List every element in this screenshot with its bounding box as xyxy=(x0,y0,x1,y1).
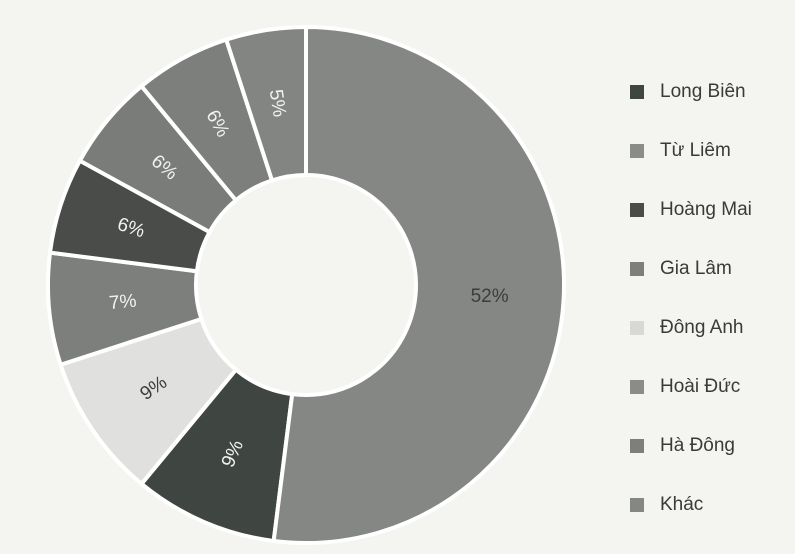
data-label-6: 5% xyxy=(265,88,290,119)
legend-label: Từ Liêm xyxy=(660,139,731,161)
legend-item: Hoàng Mai xyxy=(630,180,790,239)
legend-swatch xyxy=(630,438,644,453)
legend-swatch xyxy=(630,202,644,217)
slice-7 xyxy=(271,24,566,545)
legend-swatch xyxy=(630,143,644,158)
legend-item: Long Biên xyxy=(630,62,790,121)
legend-swatch xyxy=(630,379,644,394)
legend-item: Từ Liêm xyxy=(630,121,790,180)
legend-item: Khác xyxy=(630,475,790,534)
legend-swatch xyxy=(630,320,644,335)
legend-item: Hà Đông xyxy=(630,416,790,475)
donut-chart: 9%9%7%6%6%6%5%52% xyxy=(46,24,566,545)
legend-label: Hoài Đức xyxy=(660,375,741,397)
legend-swatch xyxy=(630,84,644,99)
legend-label: Đông Anh xyxy=(660,316,744,338)
legend-item: Gia Lâm xyxy=(630,239,790,298)
legend-label: Khác xyxy=(660,493,704,515)
legend-label: Hà Đông xyxy=(660,434,735,456)
legend-swatch xyxy=(630,261,644,276)
legend-label: Hoàng Mai xyxy=(660,198,752,220)
legend-label: Gia Lâm xyxy=(660,257,732,279)
data-label-2: 7% xyxy=(108,291,137,315)
legend-item: Hoài Đức xyxy=(630,357,790,416)
legend-item: Đông Anh xyxy=(630,298,790,357)
data-label-7: 52% xyxy=(471,286,509,307)
legend-swatch xyxy=(630,497,644,512)
legend: Long Biên Từ Liêm Hoàng Mai Gia Lâm Đông Anh… xyxy=(630,62,790,534)
legend-label: Long Biên xyxy=(660,80,746,102)
